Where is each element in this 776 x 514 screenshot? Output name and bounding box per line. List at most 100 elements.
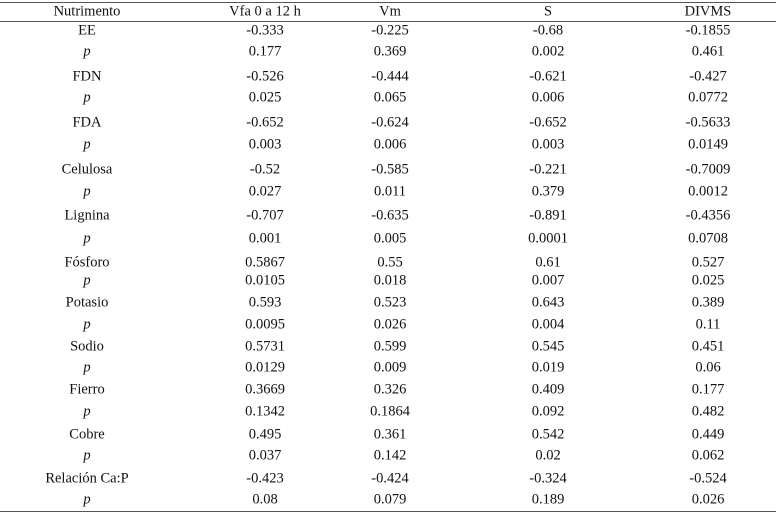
value-cell: 0.542: [531, 426, 565, 443]
value-cell: 0.1864: [370, 403, 410, 420]
value-cell: 0.482: [691, 403, 725, 420]
row-label: Sodio: [70, 338, 104, 355]
value-cell: 0.001: [248, 230, 282, 247]
bottom-rule: [0, 511, 776, 512]
value-cell: 0.065: [373, 89, 407, 106]
value-cell: 0.026: [373, 316, 407, 333]
value-cell: 0.02: [535, 447, 561, 464]
value-cell: 0.449: [691, 426, 725, 443]
value-cell: -0.585: [371, 161, 409, 178]
header-cell: Vm: [379, 3, 401, 20]
value-cell: 0.361: [373, 426, 407, 443]
value-cell: 0.027: [248, 183, 282, 200]
row-label: p: [83, 89, 91, 106]
row-label: p: [83, 43, 91, 60]
value-cell: -0.225: [371, 22, 409, 39]
row-label: FDN: [72, 68, 102, 85]
value-cell: 0.643: [531, 294, 565, 311]
row-label: p: [83, 491, 91, 508]
value-cell: 0.0129: [245, 359, 285, 376]
value-cell: 0.61: [535, 254, 561, 271]
value-cell: 0.079: [373, 491, 407, 508]
value-cell: 0.409: [531, 381, 565, 398]
value-cell: 0.08: [252, 491, 278, 508]
value-cell: -0.221: [529, 161, 567, 178]
value-cell: -0.621: [529, 68, 567, 85]
value-cell: 0.451: [691, 338, 725, 355]
value-cell: -0.652: [246, 114, 284, 131]
value-cell: -0.707: [246, 207, 284, 224]
value-cell: -0.423: [246, 470, 284, 487]
value-cell: 0.002: [531, 43, 565, 60]
row-label: Cobre: [69, 426, 105, 443]
value-cell: 0.5731: [245, 338, 285, 355]
value-cell: -0.1855: [685, 22, 731, 39]
value-cell: 0.523: [373, 294, 407, 311]
row-label: Lignina: [64, 207, 110, 224]
row-label: p: [83, 403, 91, 420]
value-cell: -0.4356: [685, 207, 731, 224]
value-cell: 0.011: [373, 183, 407, 200]
row-label: Relación Ca:P: [45, 470, 129, 487]
row-label: Potasio: [65, 294, 109, 311]
value-cell: 0.003: [531, 136, 565, 153]
row-label: p: [83, 230, 91, 247]
row-label: p: [83, 183, 91, 200]
value-cell: 0.177: [691, 381, 725, 398]
value-cell: 0.461: [691, 43, 725, 60]
row-label: EE: [78, 22, 96, 39]
value-cell: 0.527: [691, 254, 725, 271]
value-cell: -0.324: [529, 470, 567, 487]
value-cell: 0.009: [373, 359, 407, 376]
value-cell: 0.007: [531, 272, 565, 289]
value-cell: 0.379: [531, 183, 565, 200]
row-label: FDA: [72, 114, 102, 131]
value-cell: 0.0772: [688, 89, 728, 106]
value-cell: 0.0012: [688, 183, 728, 200]
row-label: p: [83, 272, 91, 289]
value-cell: 0.142: [373, 447, 407, 464]
row-label: Fósforo: [64, 254, 110, 271]
header-cell: S: [543, 3, 553, 20]
top-rule: [0, 2, 776, 3]
value-cell: 0.025: [248, 89, 282, 106]
value-cell: 0.026: [691, 491, 725, 508]
header-rule: [0, 21, 776, 22]
value-cell: 0.006: [373, 136, 407, 153]
value-cell: -0.891: [529, 207, 567, 224]
value-cell: 0.0708: [688, 230, 728, 247]
value-cell: -0.424: [371, 470, 409, 487]
value-cell: -0.52: [249, 161, 281, 178]
value-cell: -0.333: [246, 22, 284, 39]
value-cell: -0.7009: [685, 161, 731, 178]
value-cell: -0.624: [371, 114, 409, 131]
row-label: p: [83, 136, 91, 153]
value-cell: 0.3669: [245, 381, 285, 398]
row-label: p: [83, 447, 91, 464]
value-cell: 0.06: [695, 359, 721, 376]
value-cell: 0.1342: [245, 403, 285, 420]
header-cell: DIVMS: [684, 3, 732, 20]
value-cell: 0.0149: [688, 136, 728, 153]
row-label: Celulosa: [61, 161, 113, 178]
value-cell: 0.599: [373, 338, 407, 355]
value-cell: -0.68: [532, 22, 564, 39]
value-cell: 0.0001: [528, 230, 568, 247]
value-cell: 0.006: [531, 89, 565, 106]
row-label: p: [83, 316, 91, 333]
value-cell: 0.037: [248, 447, 282, 464]
value-cell: 0.11: [695, 316, 721, 333]
value-cell: 0.189: [531, 491, 565, 508]
value-cell: -0.5633: [685, 114, 731, 131]
value-cell: 0.326: [373, 381, 407, 398]
value-cell: 0.5867: [245, 254, 285, 271]
value-cell: 0.025: [691, 272, 725, 289]
value-cell: 0.018: [373, 272, 407, 289]
header-cell: Vfa 0 a 12 h: [229, 3, 301, 20]
value-cell: -0.635: [371, 207, 409, 224]
value-cell: 0.0105: [245, 272, 285, 289]
value-cell: 0.545: [531, 338, 565, 355]
value-cell: 0.369: [373, 43, 407, 60]
value-cell: 0.004: [531, 316, 565, 333]
value-cell: 0.005: [373, 230, 407, 247]
